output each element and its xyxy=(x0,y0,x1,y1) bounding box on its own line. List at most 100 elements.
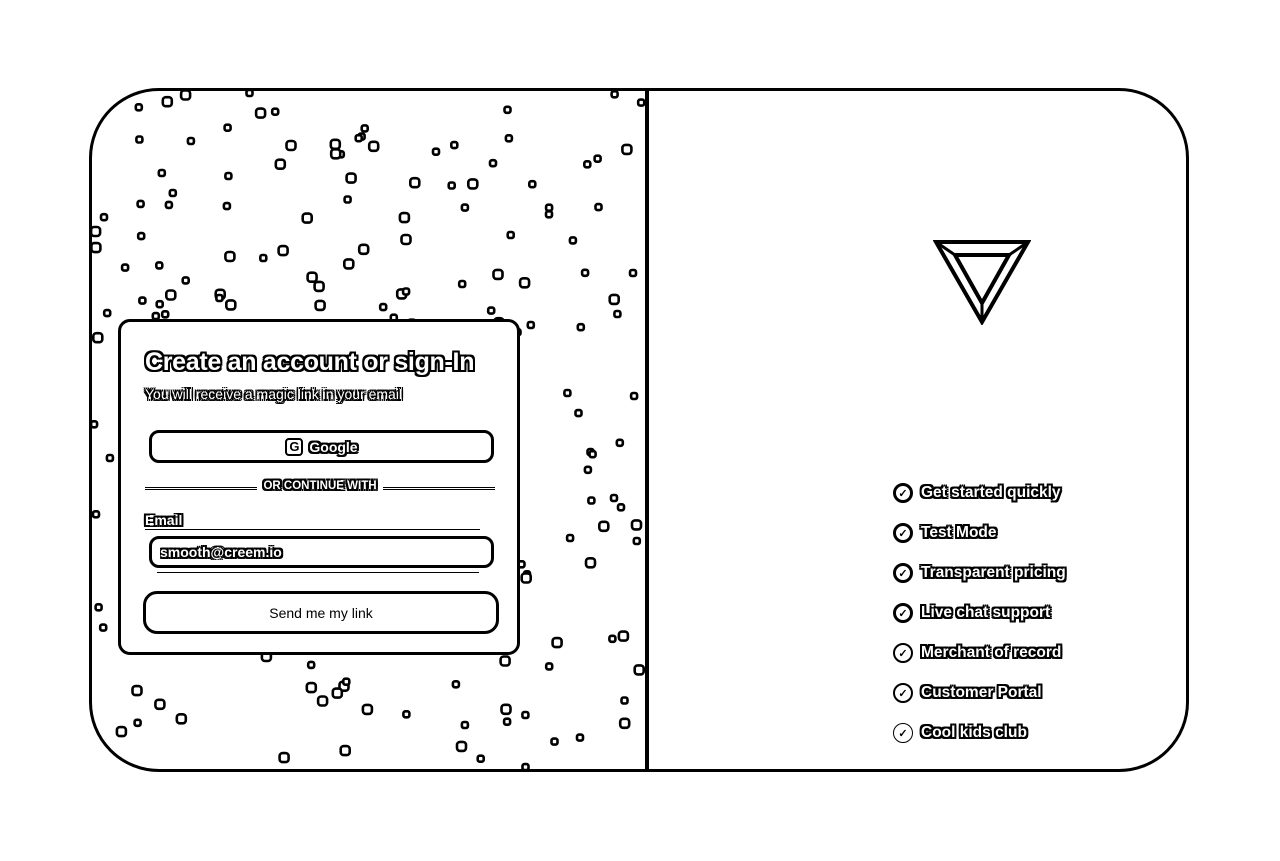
pattern-dot xyxy=(306,271,318,283)
pattern-dot xyxy=(133,718,142,728)
pattern-dot xyxy=(136,199,145,209)
pattern-dot xyxy=(339,744,351,757)
pattern-dot xyxy=(580,268,590,278)
pattern-dot xyxy=(301,212,313,224)
auth-card: Create an account or sign-In You will re… xyxy=(118,319,520,655)
pattern-dot xyxy=(92,510,101,519)
pattern-dot xyxy=(550,737,559,746)
pattern-dot xyxy=(521,762,530,769)
pattern-dot xyxy=(629,391,639,401)
check-circle-icon: ✓ xyxy=(893,683,913,703)
pattern-dot xyxy=(134,103,144,112)
pattern-dot xyxy=(488,158,498,168)
pattern-dot xyxy=(354,133,364,143)
check-circle-icon: ✓ xyxy=(893,483,913,503)
pattern-dot xyxy=(401,287,411,296)
pattern-dot xyxy=(157,168,167,178)
pattern-dot xyxy=(342,677,351,687)
pattern-dot xyxy=(306,660,316,670)
pattern-dot xyxy=(254,107,267,119)
pattern-dot xyxy=(138,296,147,305)
pattern-dot xyxy=(179,91,192,101)
pattern-dot xyxy=(360,124,370,133)
feature-item: ✓ Merchant of record xyxy=(893,643,1061,663)
pattern-dot xyxy=(451,679,461,689)
pattern-dot xyxy=(186,136,196,146)
pattern-dot xyxy=(568,236,578,245)
check-circle-icon: ✓ xyxy=(893,523,913,543)
pattern-dot xyxy=(400,233,412,246)
page-title: Create an account or sign-In xyxy=(145,348,475,376)
pattern-dot xyxy=(610,91,619,99)
pattern-dot xyxy=(460,203,470,212)
divider-line-left xyxy=(145,487,257,490)
google-label: Google xyxy=(309,438,358,455)
pattern-dot xyxy=(617,630,630,642)
pattern-dot xyxy=(259,253,268,263)
pattern-dot xyxy=(574,408,583,418)
pattern-dot xyxy=(544,210,554,219)
feature-label: Cool kids club xyxy=(921,724,1027,741)
pattern-dot xyxy=(608,634,617,644)
pattern-dot xyxy=(160,310,170,319)
pattern-dot xyxy=(455,740,468,753)
feature-label: Customer Portal xyxy=(921,684,1042,701)
divider-line-right xyxy=(383,487,495,490)
or-divider: OR CONTINUE WITH xyxy=(145,480,495,496)
pattern-dot xyxy=(367,140,380,153)
pattern-dot xyxy=(518,277,531,289)
pattern-dot xyxy=(628,268,638,278)
pattern-dot xyxy=(500,703,512,716)
pattern-dot xyxy=(285,139,297,152)
pattern-dot xyxy=(520,572,533,584)
pattern-dot xyxy=(164,200,174,210)
feature-label: Live chat support xyxy=(921,604,1051,621)
pattern-dot xyxy=(345,172,357,184)
or-divider-text: OR CONTINUE WITH xyxy=(263,480,377,492)
pattern-dot xyxy=(476,754,486,764)
pattern-dot xyxy=(99,212,109,222)
email-field[interactable] xyxy=(149,536,494,568)
google-signin-button[interactable]: G Google xyxy=(149,430,494,463)
pattern-dot xyxy=(526,320,536,330)
pattern-dot xyxy=(378,302,388,312)
pattern-dot xyxy=(563,388,572,398)
pattern-dot xyxy=(313,280,325,293)
feature-item: ✓ Transparent pricing xyxy=(893,563,1066,583)
pattern-dot xyxy=(460,720,470,730)
pattern-dot xyxy=(613,309,622,319)
pattern-dot xyxy=(136,231,146,241)
pattern-dot xyxy=(270,107,280,117)
pattern-dot xyxy=(576,322,586,332)
auth-panel: Create an account or sign-In You will re… xyxy=(92,91,648,769)
pattern-dot xyxy=(168,188,178,198)
pattern-dot xyxy=(225,299,237,311)
email-label: Email xyxy=(145,512,183,528)
pattern-dot xyxy=(630,519,643,531)
check-circle-icon: ✓ xyxy=(893,563,913,583)
pattern-dot xyxy=(492,268,504,281)
pattern-dot xyxy=(224,171,233,181)
google-icon: G xyxy=(285,437,304,456)
pattern-dot xyxy=(278,751,290,764)
pattern-dot xyxy=(181,276,190,285)
pattern-dot xyxy=(331,687,344,699)
pattern-dot xyxy=(120,263,130,272)
pattern-dot xyxy=(316,695,329,707)
pattern-dot xyxy=(222,201,232,211)
pattern-dot xyxy=(506,230,516,240)
pattern-dot xyxy=(544,203,554,212)
pattern-dot xyxy=(343,258,355,270)
feature-label: Transparent pricing xyxy=(921,564,1066,581)
pattern-dot xyxy=(314,299,326,312)
pattern-dot xyxy=(154,698,166,711)
pattern-dot xyxy=(502,717,512,727)
pattern-dot xyxy=(398,211,411,224)
send-link-button[interactable]: Send me my link xyxy=(143,591,499,634)
pattern-dot xyxy=(175,712,188,725)
pattern-dot xyxy=(447,181,457,190)
pattern-dot xyxy=(593,154,602,163)
pattern-dot xyxy=(486,306,496,315)
pattern-dot xyxy=(636,98,646,107)
pattern-dot xyxy=(115,725,128,738)
